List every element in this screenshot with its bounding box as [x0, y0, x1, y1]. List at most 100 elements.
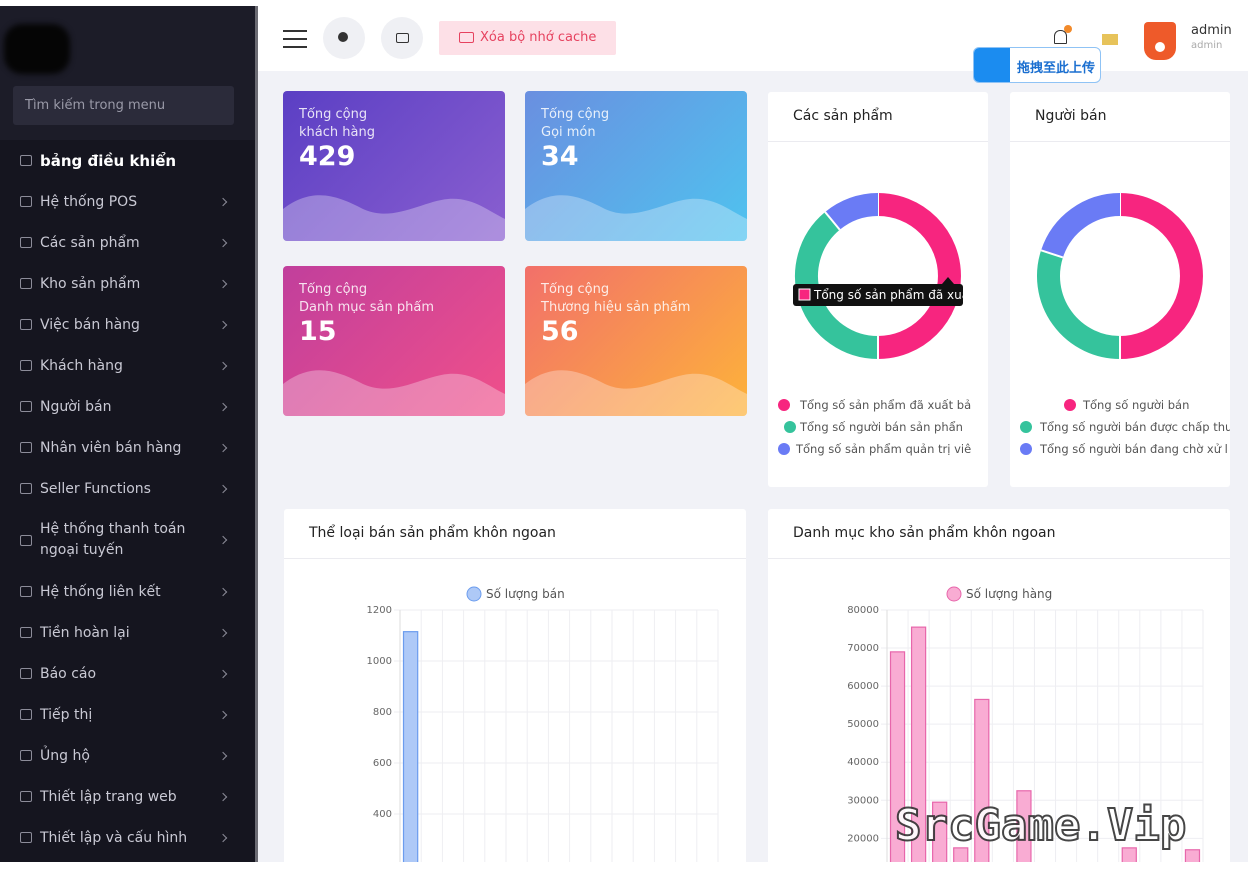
- logo: [4, 24, 70, 74]
- menu-label: Hệ thống thanh toán ngoại tuyến: [40, 521, 186, 558]
- y-tick-label: 600: [373, 758, 392, 769]
- tooltip-text: Tổng số sản phẩm đã xuất b: [813, 288, 985, 302]
- y-tick-label: 70000: [847, 643, 879, 654]
- upload-badge-label: 拖拽至此上传: [1017, 61, 1096, 76]
- stat-label: Danh mục sản phẩm: [299, 300, 435, 315]
- legend-label: Tổng số người bán đang chờ xử l: [1039, 442, 1228, 456]
- donut-segment: [825, 193, 879, 231]
- avatar[interactable]: [1144, 22, 1176, 60]
- legend-label: Tổng số người bán được chấp thu: [1039, 420, 1230, 434]
- menu-search[interactable]: Tìm kiếm trong menu: [13, 86, 234, 125]
- menu-label: Tiếp thị: [40, 706, 93, 723]
- menu-icon: [20, 534, 32, 546]
- menu-item[interactable]: bảng điều khiển: [0, 140, 255, 181]
- menu-item[interactable]: Tiền hoàn lại: [0, 612, 255, 653]
- card-wave: [283, 370, 505, 416]
- menu-item[interactable]: Thiết lập và cấu hình: [0, 817, 255, 858]
- tooltip-box: [793, 284, 963, 306]
- panel-title: Danh mục kho sản phẩm khôn ngoan: [793, 525, 1056, 541]
- panel-divider: [284, 558, 746, 559]
- panel-title: Các sản phẩm: [793, 108, 893, 124]
- bar: [910, 626, 927, 862]
- donut-chart: Tổng số người bán Tổng số người bán được …: [1020, 193, 1230, 456]
- menu-icon: [20, 668, 32, 679]
- menu-item[interactable]: Người bán: [0, 386, 255, 427]
- panel-divider: [768, 558, 1230, 559]
- legend-marker: [784, 421, 796, 433]
- upload-badge[interactable]: 拖拽至此上传: [973, 47, 1101, 83]
- y-tick-label: 1000: [367, 656, 392, 667]
- menu-label: bảng điều khiển: [40, 151, 177, 170]
- flag[interactable]: [1102, 34, 1118, 45]
- stat-label: Tổng cộng: [299, 107, 368, 122]
- menu-chevron: [218, 669, 228, 678]
- donut-panel: Các sản phẩm Tổng số sản phẩm đã xuất bả T…: [768, 92, 988, 487]
- tooltip-swatch: [798, 288, 811, 301]
- sidebar: Tìm kiếm trong menu bảng điều khiển Hệ th…: [0, 6, 255, 862]
- menu-item[interactable]: Hệ thống liên kết: [0, 571, 255, 612]
- menu-icon: [20, 401, 32, 412]
- menu-icon: [20, 319, 32, 330]
- bar: [1121, 847, 1137, 862]
- cache-button[interactable]: Xóa bộ nhớ cache: [439, 21, 616, 55]
- menu-item[interactable]: Seller Functions: [0, 468, 255, 509]
- stat-card: Tổng cộng Thương hiệu sản phẩm 56: [525, 266, 747, 416]
- menu-item[interactable]: Các sản phẩm: [0, 222, 255, 263]
- bar: [889, 651, 906, 862]
- menu-chevron: [218, 197, 228, 206]
- menu-item[interactable]: Báo cáo: [0, 653, 255, 694]
- print-button[interactable]: [381, 17, 423, 59]
- notification-bell[interactable]: [1054, 30, 1067, 44]
- menu-label: Việc bán hàng: [40, 316, 140, 333]
- bar: [974, 698, 990, 862]
- card-wave-shape: [525, 370, 747, 416]
- menu-item[interactable]: Nhân viên bán hàng: [0, 427, 255, 468]
- card-wave: [283, 195, 505, 241]
- menu-icon: [20, 278, 32, 289]
- bar-chart: 20000 30000 40000 50000 60000 70000 80000 Số lư…: [847, 586, 1204, 862]
- panel-divider: [768, 141, 988, 142]
- cache-button-label: Xóa bộ nhớ cache: [480, 30, 597, 45]
- y-tick-label: 60000: [847, 681, 879, 692]
- menu-label: Hệ thống liên kết: [40, 583, 161, 600]
- card-wave-shape: [283, 370, 505, 416]
- menu-item[interactable]: Kho sản phẩm: [0, 263, 255, 304]
- menu-toggle[interactable]: [283, 30, 307, 32]
- menu-item[interactable]: Tiếp thị: [0, 694, 255, 735]
- stat-card: Tổng cộng khách hàng 429: [283, 91, 505, 241]
- bar-panel: Thể loại bán sản phẩm khôn ngoan 400 600 80…: [284, 509, 746, 862]
- menu-item[interactable]: Hệ thống thanh toán ngoại tuyến: [0, 509, 255, 571]
- notification-dot: [1064, 25, 1072, 33]
- menu-icon: [20, 237, 32, 248]
- panel-title: Người bán: [1035, 108, 1107, 124]
- stat-value: 56: [541, 316, 579, 347]
- watermark: SrcGame.Vip: [894, 799, 1187, 852]
- bar: [402, 631, 419, 862]
- menu-icon: [20, 709, 32, 720]
- donut-separator: [1040, 249, 1064, 259]
- y-tick-label: 800: [373, 707, 392, 718]
- stat-label: Thương hiệu sản phẩm: [541, 300, 691, 315]
- menu-icon: [20, 586, 32, 597]
- stat-value: 15: [299, 316, 337, 347]
- menu-chevron: [218, 238, 228, 247]
- menu-label: Các sản phẩm: [40, 234, 140, 251]
- bar: [1184, 849, 1201, 862]
- menu-item[interactable]: Khách hàng: [0, 345, 255, 386]
- menu-chevron: [218, 484, 228, 493]
- menu-label: Khách hàng: [40, 357, 123, 374]
- language-button[interactable]: [323, 17, 365, 59]
- stat-label: Tổng cộng: [541, 282, 610, 297]
- menu-item[interactable]: Thiết lập trang web: [0, 776, 255, 817]
- menu-chevron: [218, 587, 228, 596]
- legend-marker: [1020, 421, 1032, 433]
- card-wave-shape: [283, 195, 505, 241]
- menu-icon: [20, 442, 32, 453]
- menu-label: Ủng hộ: [40, 747, 90, 764]
- legend-label: Số lượng bán: [486, 587, 565, 601]
- legend-marker: [1064, 399, 1076, 411]
- menu-icon: [20, 483, 32, 494]
- menu-item[interactable]: Ủng hộ: [0, 735, 255, 776]
- menu-item[interactable]: Việc bán hàng: [0, 304, 255, 345]
- menu-item[interactable]: Hệ thống POS: [0, 181, 255, 222]
